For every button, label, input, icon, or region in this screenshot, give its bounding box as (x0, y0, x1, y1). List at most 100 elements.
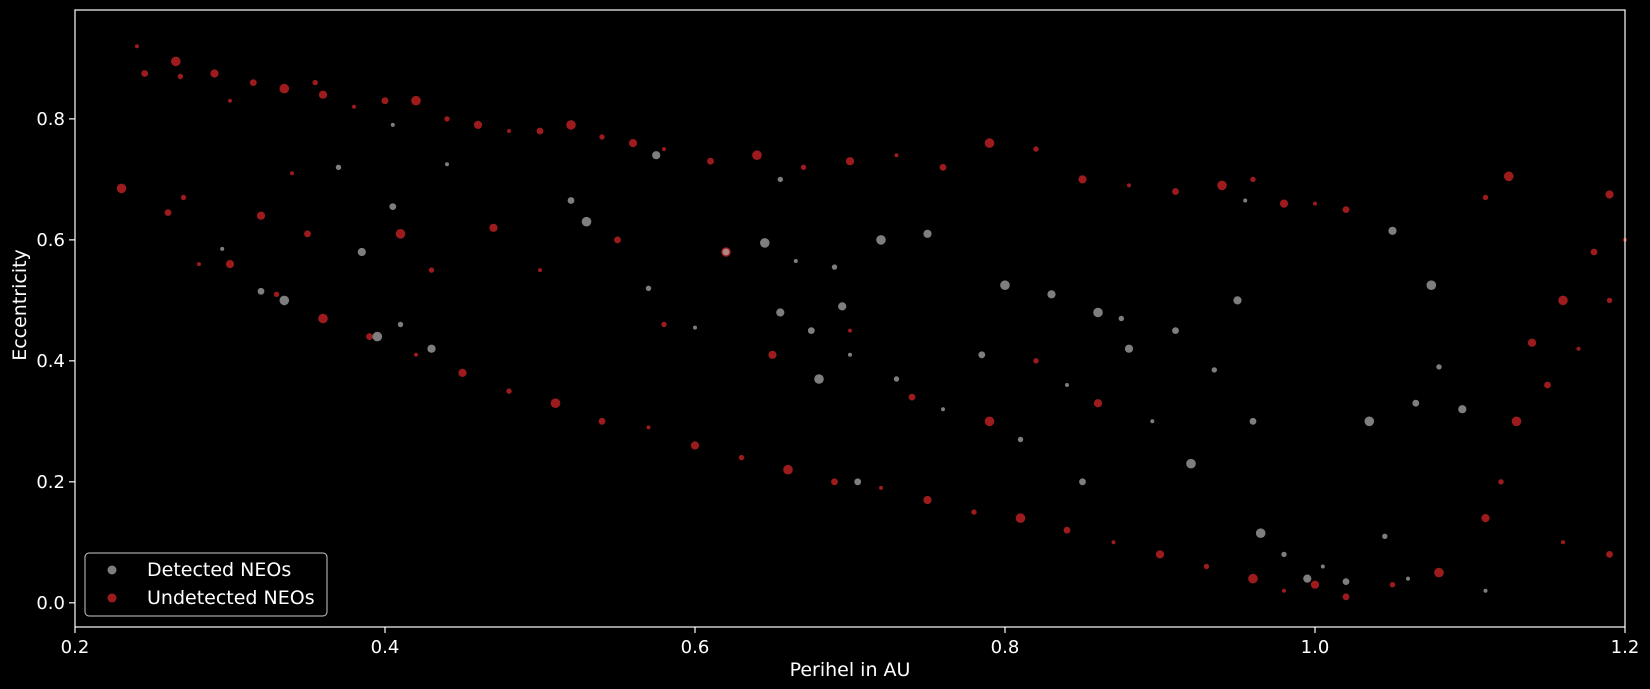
detected-neo-point (1093, 307, 1103, 318)
undetected-neo-point (489, 223, 498, 232)
undetected-neo-point (939, 163, 947, 171)
detected-neo-point (1065, 383, 1069, 387)
detected-neo-point (220, 246, 225, 251)
detected-neo-point (257, 287, 265, 295)
detected-neo-point (1124, 344, 1134, 353)
undetected-neo-point (1172, 188, 1179, 195)
undetected-neo-point (366, 333, 373, 340)
detected-neo-point (427, 344, 436, 353)
undetected-neo-point (1310, 580, 1320, 589)
legend-marker-undetected (107, 593, 117, 603)
undetected-neo-point (550, 398, 561, 409)
undetected-neo-point (1498, 479, 1504, 485)
undetected-neo-point (318, 90, 328, 99)
undetected-neo-point (1015, 513, 1026, 523)
undetected-neo-point (908, 393, 916, 401)
undetected-neo-point (538, 268, 542, 273)
detected-neo-point (1172, 327, 1179, 334)
legend-label-detected: Detected NEOs (147, 559, 291, 581)
detected-neo-point (854, 478, 862, 486)
detected-neo-point (390, 122, 395, 127)
undetected-neo-point (1606, 297, 1613, 304)
detected-neo-point (397, 321, 404, 328)
y-tick-label: 0.2 (36, 472, 65, 493)
detected-neo-point (652, 151, 661, 160)
y-tick-label: 0.8 (36, 109, 65, 130)
undetected-neo-point (1217, 180, 1227, 191)
y-tick-label: 0.0 (36, 593, 65, 614)
undetected-neo-point (256, 211, 266, 220)
detected-neo-point (389, 203, 397, 211)
undetected-neo-point (225, 260, 235, 269)
detected-neo-point (807, 327, 815, 334)
detected-neo-point (893, 376, 900, 382)
undetected-neo-point (279, 83, 290, 94)
undetected-neo-point (1590, 248, 1598, 256)
undetected-neo-point (1093, 399, 1103, 408)
detected-neo-point (335, 164, 342, 170)
detected-neo-point (1388, 226, 1397, 235)
detected-neo-point (1483, 588, 1488, 593)
detected-neo-point (876, 235, 886, 245)
detected-neo-point (357, 247, 366, 257)
plot-area (75, 10, 1625, 627)
detected-neo-point (1255, 528, 1266, 538)
undetected-neo-point (984, 138, 995, 148)
undetected-neo-point (1342, 593, 1350, 601)
y-axis-label: Eccentricity (9, 249, 31, 361)
undetected-neo-point (661, 321, 667, 328)
detected-neo-point (1436, 364, 1442, 370)
undetected-neo-point (1078, 175, 1087, 184)
undetected-neo-point (1342, 206, 1350, 214)
detected-neo-point (1426, 280, 1437, 291)
undetected-neo-point (536, 127, 544, 135)
undetected-neo-point (210, 69, 219, 78)
undetected-neo-point (1127, 183, 1131, 188)
x-tick-label: 1.2 (1611, 637, 1640, 658)
undetected-neo-point (707, 157, 714, 165)
undetected-neo-point (1033, 358, 1039, 364)
detected-neo-point (1364, 416, 1375, 427)
undetected-neo-point (800, 164, 807, 170)
undetected-neo-point (879, 485, 883, 490)
detected-neo-point (838, 302, 847, 311)
undetected-neo-point (598, 417, 606, 425)
undetected-neo-point (566, 120, 576, 130)
detected-neo-point (445, 162, 449, 167)
detected-neo-point (1249, 417, 1257, 425)
undetected-neo-point (135, 44, 139, 49)
detected-neo-point (793, 259, 798, 263)
undetected-neo-point (894, 153, 899, 158)
undetected-neo-point (662, 147, 666, 152)
undetected-neo-point (352, 104, 356, 109)
detected-neo-point (1342, 578, 1350, 585)
detected-neo-point (581, 216, 592, 227)
undetected-neo-point (646, 425, 651, 430)
undetected-neo-point (273, 291, 280, 297)
detected-neo-point (978, 351, 986, 359)
detected-neo-point (814, 374, 824, 384)
undetected-neo-point (848, 328, 852, 333)
undetected-neo-point (304, 230, 311, 238)
undetected-neo-point (599, 134, 605, 140)
undetected-neo-point (507, 129, 511, 133)
detected-neo-point (923, 229, 932, 238)
detected-neo-point (693, 325, 697, 330)
undetected-neo-point (1606, 551, 1613, 558)
undetected-neo-point (506, 388, 512, 394)
undetected-neo-point (738, 454, 745, 461)
detected-neo-point (1017, 436, 1024, 443)
undetected-neo-point (845, 157, 855, 166)
undetected-neo-point (752, 150, 762, 160)
detected-neo-point (777, 176, 783, 183)
detected-neo-point (941, 407, 945, 412)
legend-marker-detected (107, 565, 117, 575)
undetected-neo-point (1558, 295, 1568, 306)
undetected-neo-point (1527, 338, 1537, 347)
undetected-neo-point (1605, 190, 1614, 199)
detected-neo-point (760, 238, 770, 248)
undetected-neo-point (1561, 540, 1565, 545)
x-axis-label: Perihel in AU (790, 659, 911, 681)
undetected-neo-point (318, 313, 328, 324)
